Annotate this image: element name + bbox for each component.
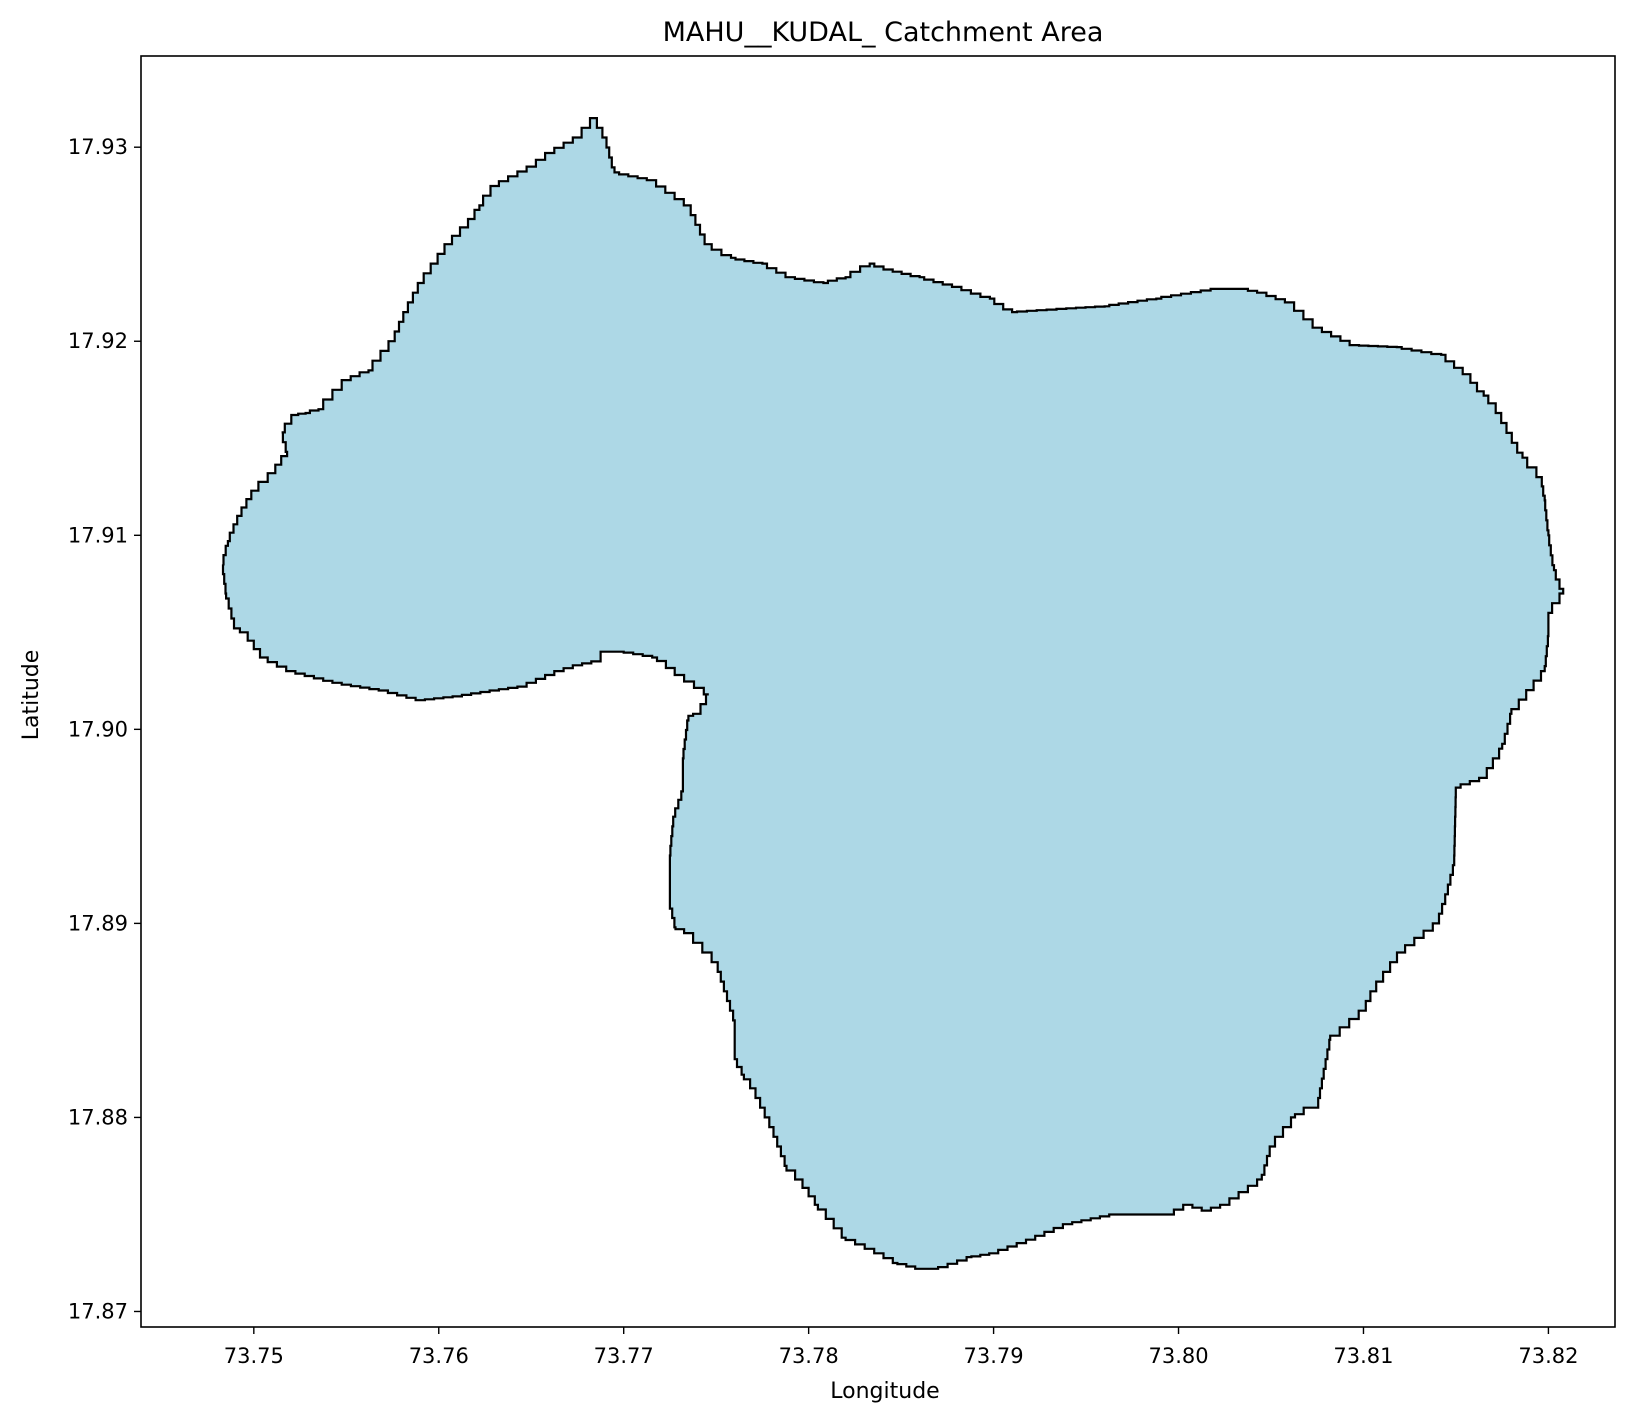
y-tick-label: 17.87 [68, 1299, 128, 1323]
x-tick-label: 73.75 [224, 1344, 284, 1368]
y-tick-label: 17.89 [68, 911, 128, 935]
catchment-polygon [221, 117, 1565, 1270]
x-axis-ticks: 73.75 73.76 73.77 73.78 73.79 73.80 73.81 73.82 [224, 1327, 1578, 1368]
y-tick-label: 17.90 [68, 717, 128, 741]
y-axis-ticks: 17.87 17.88 17.89 17.90 17.91 17.92 17.93 [68, 135, 141, 1323]
x-tick-label: 73.76 [409, 1344, 469, 1368]
plot-area [141, 56, 1615, 1327]
y-axis-label: Latitude [19, 650, 44, 741]
y-tick-label: 17.91 [68, 523, 128, 547]
x-tick-label: 73.79 [964, 1344, 1024, 1368]
y-tick-label: 17.88 [68, 1105, 128, 1129]
x-tick-label: 73.81 [1333, 1344, 1393, 1368]
plot-frame [140, 55, 1616, 1328]
x-tick-label: 73.82 [1518, 1344, 1578, 1368]
x-axis-label: Longitude [830, 1379, 939, 1404]
x-tick-label: 73.77 [594, 1344, 654, 1368]
y-tick-label: 17.93 [68, 135, 128, 159]
y-tick-label: 17.92 [68, 329, 128, 353]
x-tick-label: 73.80 [1148, 1344, 1208, 1368]
x-tick-label: 73.78 [779, 1344, 839, 1368]
chart-title: MAHU__KUDAL_ Catchment Area [663, 17, 1104, 48]
